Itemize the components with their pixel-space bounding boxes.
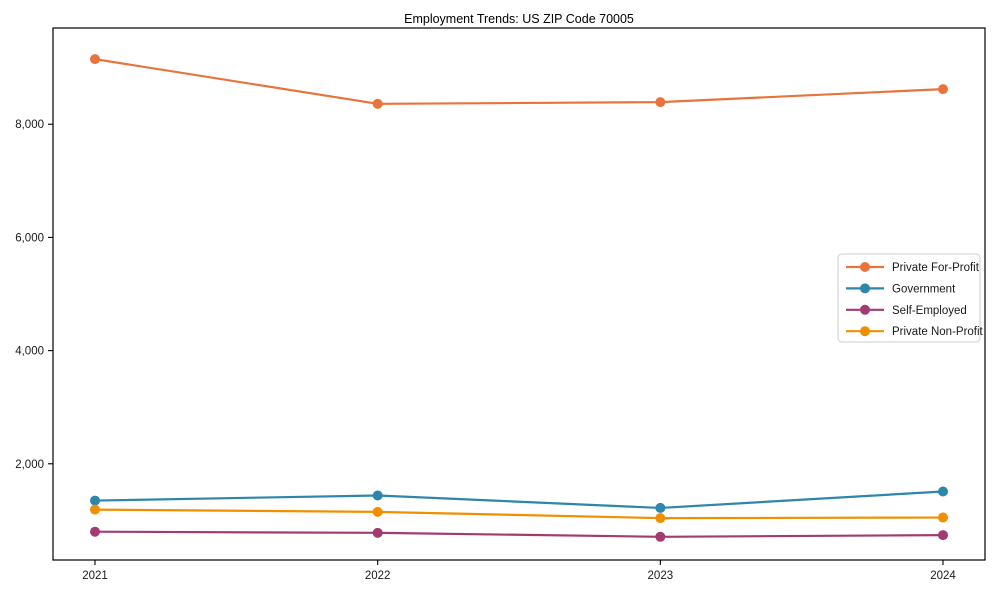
legend-label: Private Non-Profit [892, 326, 984, 338]
data-point-private-non-profit-2022 [372, 506, 383, 517]
data-point-private-non-profit-2021 [90, 504, 100, 515]
data-point-private-for-profit-2023 [655, 97, 666, 108]
data-point-government-2024 [938, 486, 948, 497]
chart-title: Employment Trends: US ZIP Code 70005 [404, 12, 634, 26]
legend-label: Self-Employed [892, 305, 967, 317]
data-point-government-2023 [655, 502, 666, 513]
series-line-self-employed [93, 530, 945, 538]
legend-item-government: Government [846, 283, 956, 295]
legend-swatch-marker [860, 326, 870, 337]
x-tick-label: 2024 [930, 570, 956, 582]
data-point-self-employed-2024 [938, 530, 948, 541]
data-point-government-2021 [90, 495, 100, 506]
series-line-government [93, 490, 945, 510]
series-line-private-non-profit [93, 508, 945, 520]
data-point-private-for-profit-2021 [90, 54, 100, 65]
x-axis: 2021 2022 2023 2024 [82, 560, 956, 582]
legend-label: Government [892, 283, 956, 295]
data-point-self-employed-2022 [372, 527, 383, 538]
data-point-self-employed-2021 [90, 526, 100, 537]
x-tick-label: 2022 [365, 570, 391, 582]
legend-item-self-employed: Self-Employed [846, 304, 967, 317]
y-tick-label: 2,000 [15, 459, 44, 471]
data-point-private-for-profit-2022 [372, 98, 383, 109]
data-point-self-employed-2023 [655, 531, 666, 542]
legend: Private For-Profit Government Self-Employe… [837, 253, 984, 343]
x-tick-label: 2023 [648, 570, 674, 582]
y-tick-label: 4,000 [15, 346, 44, 358]
data-point-private-for-profit-2024 [938, 84, 948, 95]
legend-swatch-marker [860, 283, 870, 294]
plot-area [52, 27, 986, 561]
data-point-private-non-profit-2023 [655, 513, 666, 524]
x-tick-label: 2021 [82, 570, 108, 582]
legend-label: Private For-Profit [892, 262, 980, 274]
legend-box [837, 253, 981, 343]
data-point-government-2022 [372, 490, 383, 501]
data-point-private-non-profit-2024 [938, 512, 948, 523]
y-tick-label: 8,000 [15, 119, 44, 131]
series-group [90, 54, 948, 542]
legend-item-private-non-profit: Private Non-Profit [846, 326, 984, 338]
legend-swatch-marker [860, 304, 870, 315]
series-line-private-for-profit [93, 58, 945, 105]
legend-item-private-for-profit: Private For-Profit [846, 262, 980, 274]
legend-swatch-marker [860, 262, 870, 272]
y-tick-label: 6,000 [15, 232, 44, 244]
y-axis: 2,000 4,000 6,000 8,000 [15, 119, 53, 471]
